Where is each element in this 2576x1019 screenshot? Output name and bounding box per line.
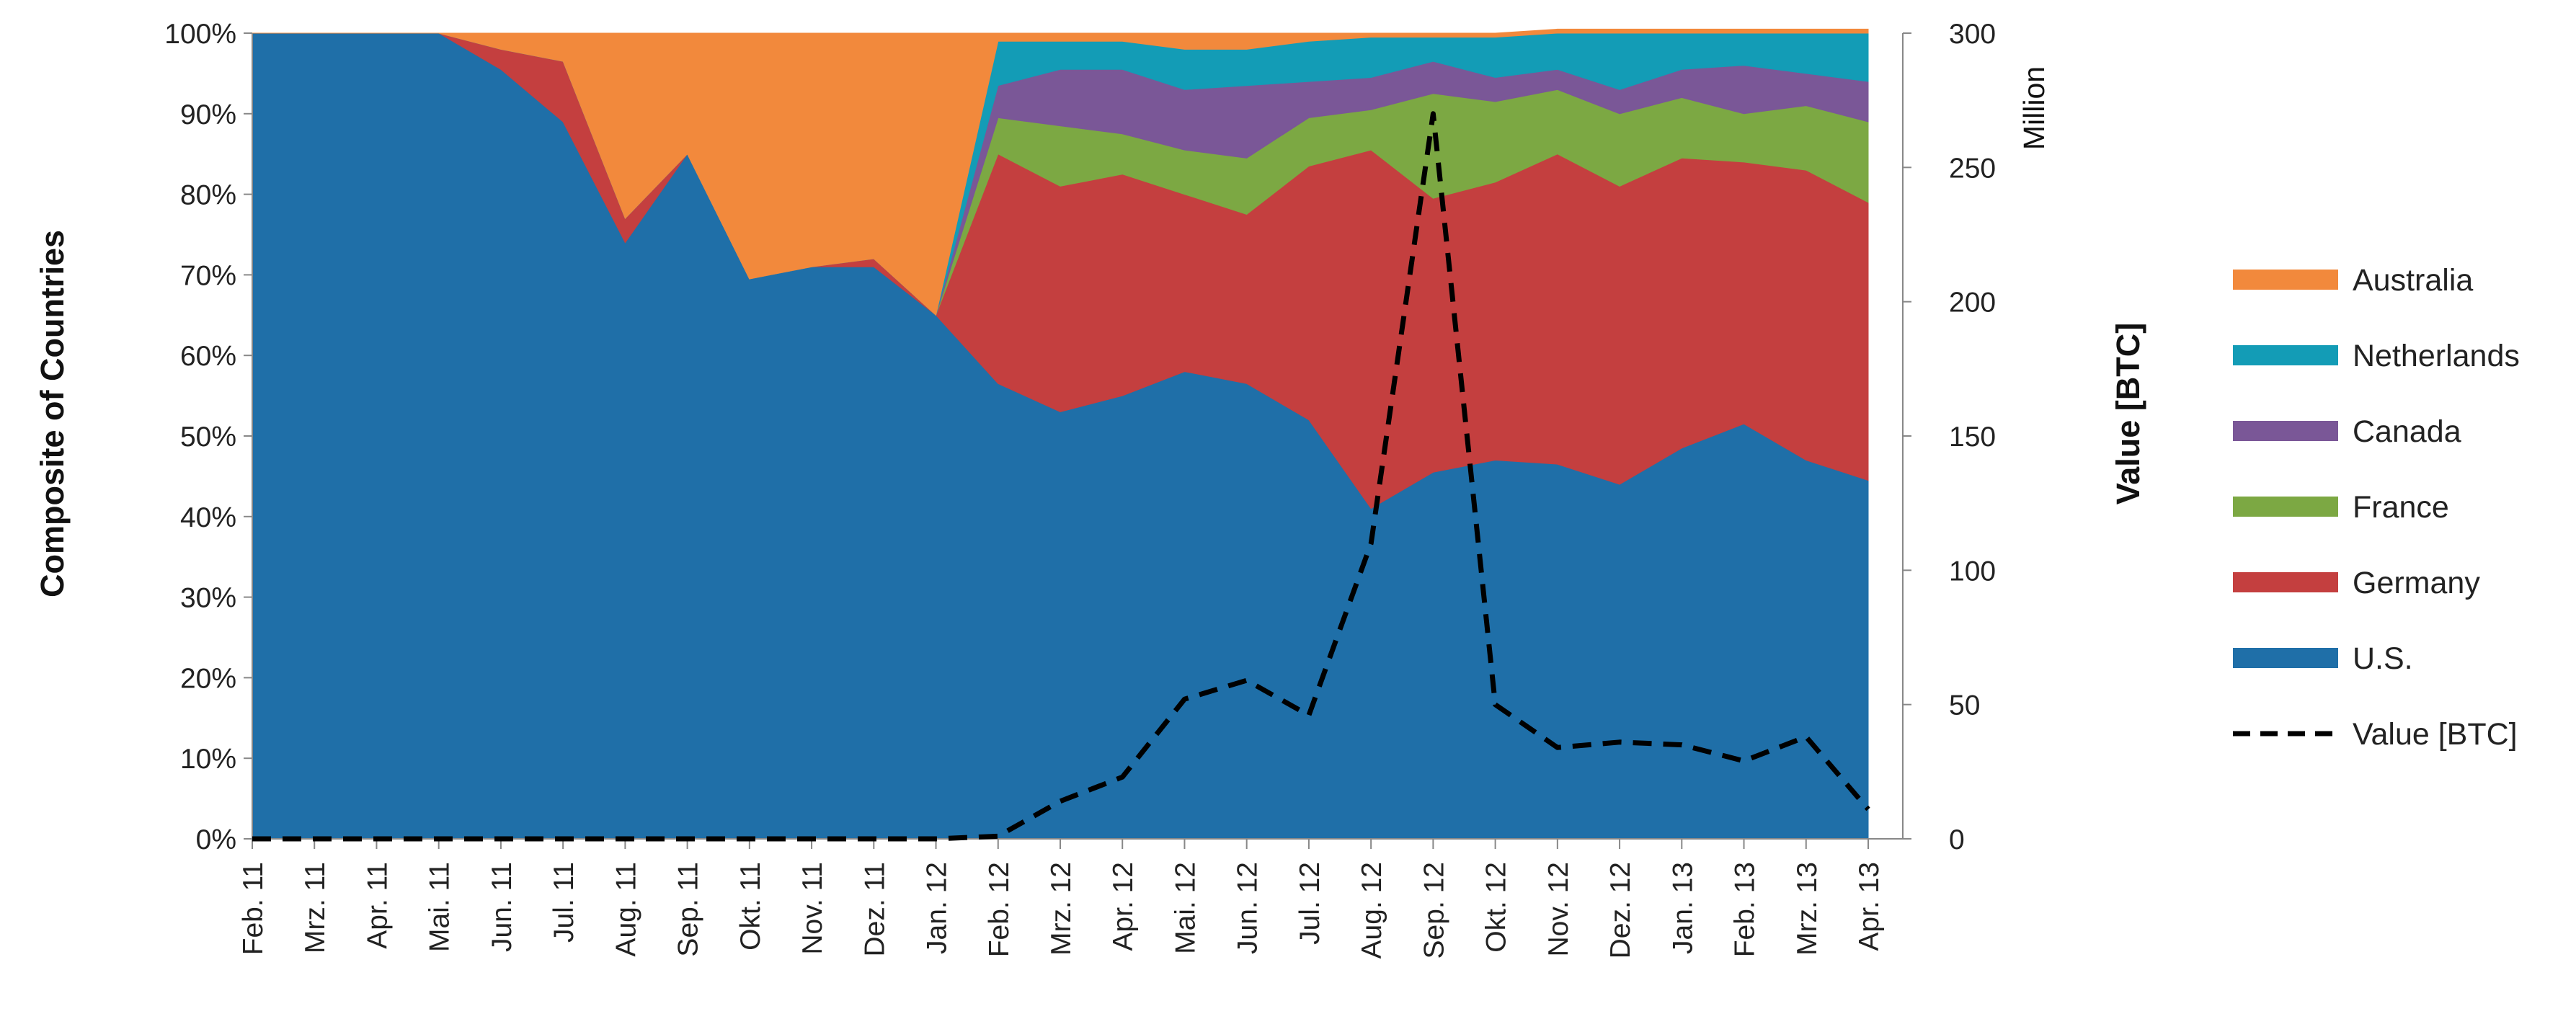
- right-tick-label: 50: [1949, 690, 1980, 721]
- left-tick-label: 10%: [180, 744, 236, 775]
- x-tick-label: Feb. 11: [238, 862, 269, 955]
- legend-label-germany: Germany: [2353, 566, 2480, 600]
- legend-swatch-canada: [2233, 421, 2338, 441]
- legend-swatch-germany: [2233, 572, 2338, 592]
- right-axis-title: Value [BTC]: [2110, 323, 2146, 505]
- x-tick-label: Dez. 11: [859, 862, 890, 957]
- x-tick-label: Jun. 12: [1233, 862, 1263, 954]
- right-tick-label: 300: [1949, 19, 1996, 50]
- legend-swatch-netherlands: [2233, 345, 2338, 365]
- legend-label-u-s: U.S.: [2353, 641, 2413, 676]
- x-tick-label: Apr. 13: [1854, 862, 1885, 951]
- x-tick-label: Jan. 12: [922, 862, 953, 954]
- x-tick-label: Mai. 11: [425, 862, 456, 952]
- right-axis-unit-label: Million: [2017, 66, 2051, 150]
- legend-swatch-france: [2233, 497, 2338, 517]
- x-tick-label: Jan. 13: [1667, 862, 1698, 954]
- x-tick-label: Feb. 13: [1730, 862, 1761, 957]
- right-tick-label: 0: [1949, 824, 1965, 855]
- x-tick-label: Okt. 12: [1481, 862, 1512, 953]
- right-tick-label: 150: [1949, 422, 1996, 453]
- left-tick-label: 20%: [180, 663, 236, 694]
- x-tick-label: Sep. 12: [1418, 862, 1449, 958]
- left-tick-label: 80%: [180, 180, 236, 211]
- left-tick-label: 100%: [164, 19, 236, 50]
- left-tick-label: 0%: [196, 824, 236, 855]
- right-tick-label: 200: [1949, 288, 1996, 319]
- x-tick-label: Jul. 11: [548, 862, 579, 943]
- x-tick-label: Mrz. 11: [300, 862, 331, 953]
- legend-swatch-australia: [2233, 270, 2338, 290]
- left-tick-label: 90%: [180, 99, 236, 130]
- left-tick-label: 70%: [180, 260, 236, 291]
- x-tick-label: Sep. 11: [673, 862, 704, 957]
- x-tick-label: Jun. 11: [487, 862, 518, 952]
- x-tick-label: Nov. 12: [1543, 862, 1574, 957]
- x-tick-label: Okt. 11: [735, 862, 766, 951]
- left-tick-label: 50%: [180, 422, 236, 453]
- legend-swatch-u-s: [2233, 648, 2338, 668]
- left-axis-title: Composite of Countries: [34, 230, 71, 597]
- x-tick-label: Jul. 12: [1294, 862, 1325, 945]
- x-tick-label: Aug. 12: [1356, 862, 1387, 958]
- legend-label-value-btc: Value [BTC]: [2353, 717, 2518, 752]
- x-tick-label: Feb. 12: [984, 862, 1015, 957]
- right-tick-label: 250: [1949, 153, 1996, 184]
- x-tick-label: Mrz. 12: [1046, 862, 1077, 956]
- legend-label-netherlands: Netherlands: [2353, 339, 2520, 373]
- x-tick-label: Apr. 11: [363, 862, 394, 949]
- left-tick-label: 30%: [180, 583, 236, 614]
- x-tick-label: Apr. 12: [1108, 862, 1139, 951]
- x-tick-label: Dez. 12: [1605, 862, 1636, 958]
- legend-label-france: France: [2353, 490, 2449, 525]
- x-tick-label: Mai. 12: [1171, 862, 1202, 954]
- left-tick-label: 40%: [180, 502, 236, 533]
- area-australia: [252, 28, 1869, 316]
- x-tick-label: Nov. 11: [797, 862, 828, 955]
- legend-label-australia: Australia: [2353, 263, 2473, 298]
- x-tick-label: Aug. 11: [610, 862, 641, 957]
- x-tick-label: Mrz. 13: [1792, 862, 1823, 956]
- right-tick-label: 100: [1949, 556, 1996, 587]
- left-tick-label: 60%: [180, 341, 236, 372]
- tick-labels-layer: 0% 10% 20% 30% 40% 50% 60% 70% 80% 90% 100% 0 50 100 1…: [164, 19, 1996, 958]
- legend: Australia Netherlands Canada France Germany U…: [2233, 263, 2520, 752]
- legend-label-canada: Canada: [2353, 414, 2461, 449]
- stacked-area-layer: [252, 28, 1869, 840]
